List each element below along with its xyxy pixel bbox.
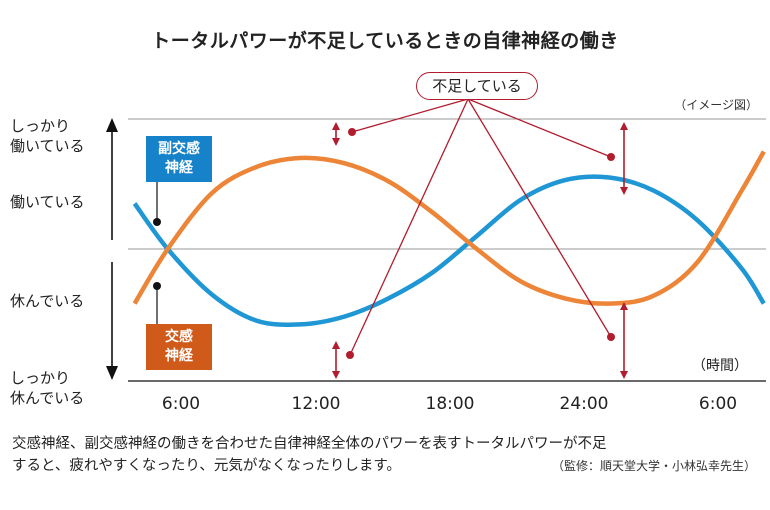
deficit-arrow-upper-left-head-top [332, 122, 340, 130]
sympathetic-label-line: 交感 [165, 329, 193, 345]
annotation-leader-line [467, 98, 612, 338]
y-label-strongly-active-line1: しっかり [10, 117, 71, 135]
annotation-leader-line [351, 98, 469, 133]
deficit-arrow-lower-right-head-bottom [620, 371, 628, 379]
x-tick-label: 6:00 [698, 394, 738, 414]
x-tick-label: 12:00 [291, 394, 341, 414]
parasympathetic-label-line: 神経 [165, 160, 193, 176]
annotation-leader-line [467, 98, 612, 158]
sympathetic-leader-dot [153, 282, 161, 290]
x-axis-label: （時間） [692, 358, 748, 374]
annotation-leader-dot [348, 128, 356, 136]
parasympathetic-leader-dot [153, 218, 161, 226]
credit-text: （監修：順天堂大学・小林弘幸先生） [551, 459, 756, 473]
x-tick-label: 6:00 [161, 394, 201, 414]
parasympathetic-label: 副交感 神経 [146, 136, 212, 182]
caption-line1: 交感神経、副交感神経の働きを合わせた自律神経全体のパワーを表すトータルパワーが不… [12, 436, 607, 452]
image-note: （イメージ図） [674, 98, 758, 112]
annotation-leader-dot [607, 153, 615, 161]
deficit-arrow-upper-right-head-top [620, 122, 628, 130]
y-label-deeply-resting-line2: 休んでいる [10, 389, 85, 407]
x-tick-label: 24:00 [559, 394, 609, 414]
y-label-deeply-resting: しっかり 休んでいる [10, 368, 84, 408]
annotation-bubble: 不足している [416, 72, 538, 100]
sympathetic-curve [132, 150, 766, 306]
chart-title: トータルパワーが不足しているときの自律神経の働き [151, 30, 619, 52]
deficit-arrow-lower-right-head-top [620, 302, 628, 310]
y-label-active: 働いている [10, 193, 85, 211]
caption: 交感神経、副交感神経の働きを合わせた自律神経全体のパワーを表すトータルパワーが不… [12, 433, 762, 477]
y-axis-down-arrowhead [106, 366, 118, 380]
y-label-strongly-active: しっかり 働いている [10, 116, 85, 156]
annotation-leader-line [349, 98, 469, 356]
deficit-arrow-lower-left-head-top [332, 341, 340, 349]
deficit-arrow-lower-left-head-bottom [332, 371, 340, 379]
parasympathetic-curve [132, 174, 766, 327]
x-tick-label: 18:00 [425, 394, 475, 414]
y-label-deeply-resting-line1: しっかり [10, 369, 71, 387]
sympathetic-label: 交感 神経 [146, 324, 212, 370]
y-label-strongly-active-line2: 働いている [10, 137, 85, 155]
deficit-arrow-upper-left-head-bottom [332, 138, 340, 146]
caption-line2: すると、疲れやすくなったり、元気がなくなったりします。 [12, 458, 401, 474]
sympathetic-label-line: 神経 [165, 348, 193, 364]
y-label-resting: 休んでいる [10, 292, 85, 310]
y-axis-up-arrowhead [106, 118, 118, 132]
parasympathetic-label-line: 副交感 [158, 141, 200, 157]
annotation-leader-dot [607, 333, 615, 341]
annotation-leader-dot [346, 351, 354, 359]
deficit-arrow-upper-right-head-bottom [620, 187, 628, 195]
